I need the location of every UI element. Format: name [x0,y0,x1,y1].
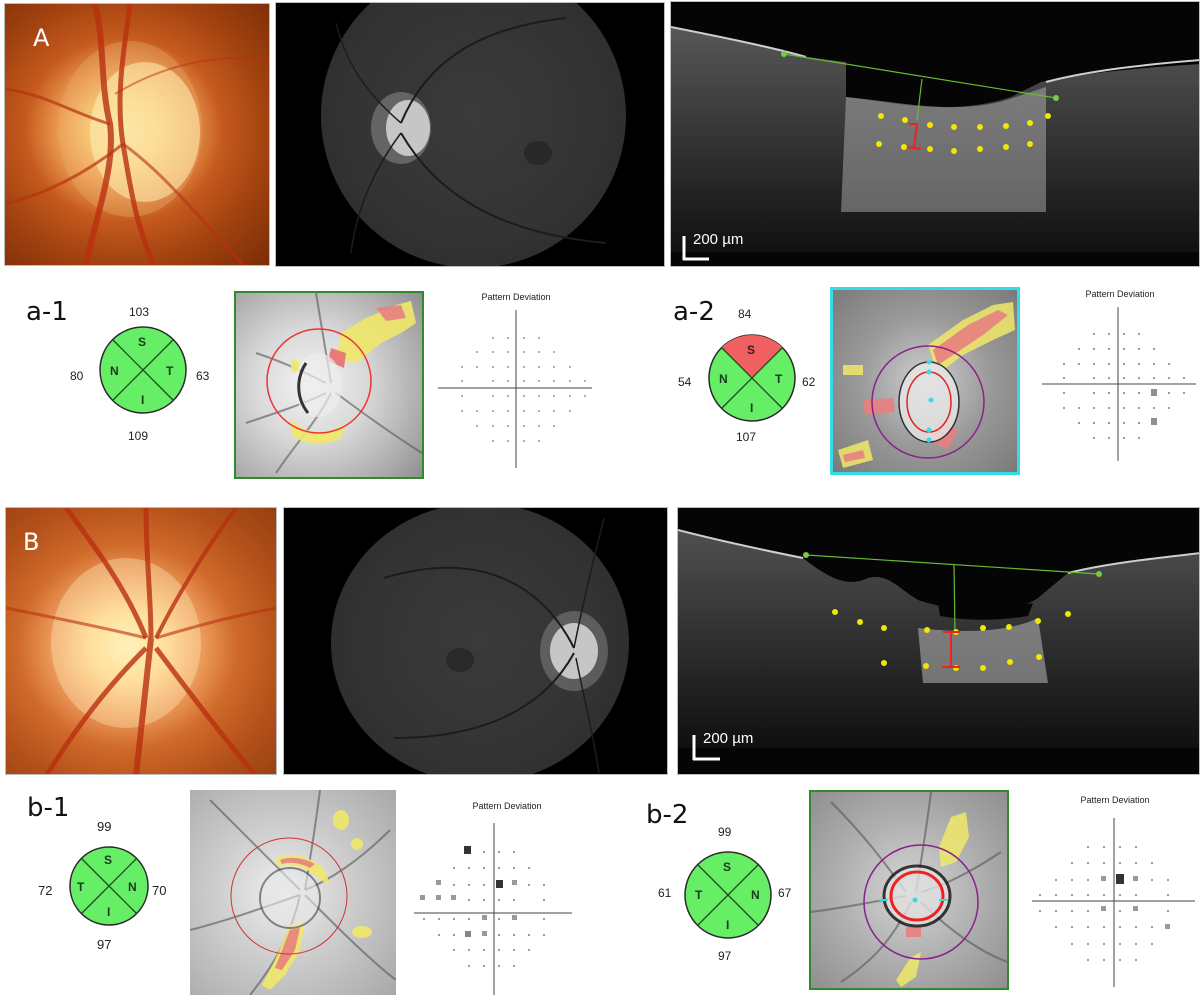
rnfl-quadrant-chart: 103 80 63 109 S N T I [60,305,230,445]
panel-label: A [33,24,50,52]
sub-panel-label: b-1 [27,793,70,823]
rnfl-quadrant-circle [708,334,796,422]
rnfl-quadrant-circle [684,851,772,939]
visual-field-title: Pattern Deviation [472,801,542,811]
rnfl-value-nasal: 54 [678,375,692,389]
scale-bar-label: 200 µm [693,231,744,248]
visual-field-title: Pattern Deviation [1080,795,1150,805]
quadrant-label-n: N [719,372,728,386]
panel-b-oct-bscan: 200 µm [677,507,1200,775]
vf-defect-symbol [1151,389,1157,425]
oct-bscan-illustration [678,529,1199,761]
oct-bscan-illustration [671,26,1199,261]
scale-bar [682,236,709,261]
rnfl-deviation-map-slo [234,291,424,479]
rnfl-value-temporal: 72 [38,883,53,898]
sub-panel-label: a-1 [26,297,68,327]
rnfl-value-inferior: 107 [736,430,757,444]
quadrant-label-i: I [750,401,754,415]
panel-label: B [23,528,40,556]
visual-field-title: Pattern Deviation [1085,289,1155,299]
deviation-map-overlay [811,792,1007,987]
quadrant-label-t: T [775,372,783,386]
vf-defect-symbol [1101,874,1170,929]
quadrant-label-i: I [107,905,111,919]
visual-field-grid [414,823,572,995]
rnfl-value-temporal: 63 [196,369,210,383]
quadrant-label-s: S [747,343,756,357]
rnfl-value-nasal: 70 [152,883,167,898]
visual-field-pattern-deviation: Pattern Deviation [412,795,572,1000]
rnfl-deviation-map-slo [190,790,396,995]
deviation-map-overlay [838,302,1015,468]
sub-panel-label: b-2 [646,800,689,830]
scale-bar [692,735,720,761]
rnfl-quadrant-circle [99,326,187,414]
visual-field-grid [1042,307,1196,461]
quadrant-label-n: N [751,888,760,902]
deviation-map-overlay [190,790,396,995]
rnfl-value-inferior: 97 [718,949,732,963]
panel-a-oct-bscan: 200 µm [670,1,1200,267]
retinal-vessels-illustration [335,17,607,254]
rnfl-quadrant-chart: 99 72 70 97 S T N I [30,815,190,955]
rnfl-value-superior: 99 [97,819,112,834]
scale-bar-label: 200 µm [703,730,754,747]
visual-field-grid [438,310,592,468]
visual-field-pattern-deviation: Pattern Deviation [1040,285,1200,469]
panel-b-color-fundus-photo: B [5,507,277,775]
rnfl-quadrant-circle [69,846,149,926]
panel-a-red-free-fundus-photo [275,2,665,267]
rnfl-value-superior: 99 [718,825,732,839]
quadrant-label-n: N [110,364,119,378]
rnfl-value-temporal: 61 [658,886,672,900]
rnfl-value-inferior: 97 [97,937,112,952]
retinal-vessels-illustration [5,4,269,265]
quadrant-label-s: S [138,335,147,349]
visual-field-title: Pattern Deviation [481,292,551,302]
deviation-map-overlay [245,293,422,474]
quadrant-label-i: I [726,918,730,932]
retinal-vessels-illustration [6,508,276,774]
lamina-thickness-marker [942,631,960,668]
vf-defect-symbol [420,846,517,937]
retinal-vessels-illustration [383,517,608,774]
rnfl-value-superior: 84 [738,307,752,321]
rnfl-deviation-map-slo [809,790,1009,990]
rnfl-quadrant-chart: 99 61 67 97 S T N I [650,825,810,965]
quadrant-label-i: I [141,393,145,407]
rnfl-value-superior: 103 [129,305,150,319]
quadrant-label-s: S [723,860,732,874]
lamina-thickness-marker [906,122,922,150]
rnfl-value-nasal: 80 [70,369,84,383]
quadrant-label-t: T [77,880,85,894]
rnfl-quadrant-chart: 84 54 62 107 S N T I [672,305,832,445]
rnfl-value-temporal: 62 [802,375,816,389]
sub-panel-label: a-2 [673,297,715,327]
panel-a-color-fundus-photo: A [4,3,270,266]
visual-field-grid [1032,818,1195,987]
quadrant-label-t: T [166,364,174,378]
rnfl-deviation-map-slo [830,287,1020,475]
visual-field-pattern-deviation: Pattern Deviation [436,288,596,472]
rnfl-value-nasal: 67 [778,886,792,900]
rnfl-value-inferior: 109 [128,429,149,443]
quadrant-label-s: S [104,853,113,867]
panel-b-red-free-fundus-photo [283,507,668,775]
visual-field-pattern-deviation: Pattern Deviation [1030,790,1200,990]
quadrant-label-n: N [128,880,137,894]
quadrant-label-t: T [695,888,703,902]
